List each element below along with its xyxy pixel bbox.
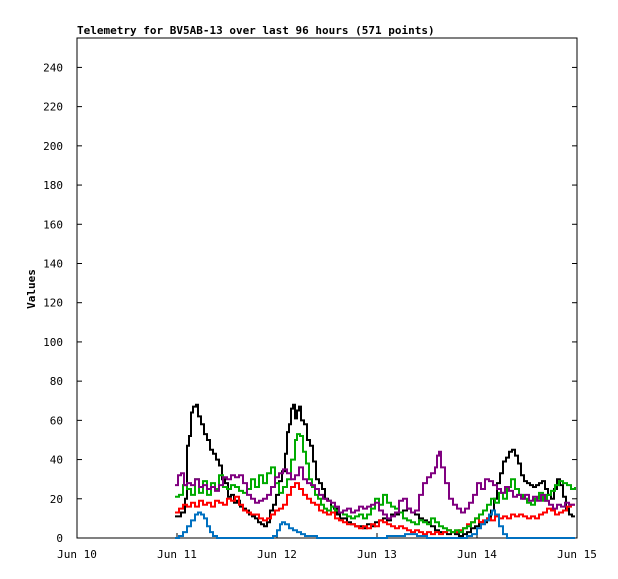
x-tick-label: Jun 10	[57, 548, 97, 561]
y-axis: 0 20 40 60 80 100 120 140 160 180 200 220 240	[43, 61, 577, 545]
y-tick-label: 40	[50, 454, 63, 467]
x-tick-label: Jun 14	[457, 548, 497, 561]
y-tick-label: 100	[43, 336, 63, 349]
x-axis: Jun 10 Jun 11 Jun 12 Jun 13 Jun 14 Jun 15	[57, 533, 597, 561]
chart-title: Telemetry for BV5AB-13 over last 96 hour…	[77, 24, 435, 37]
y-tick-label: 160	[43, 218, 63, 231]
x-tick-label: Jun 12	[257, 548, 297, 561]
y-tick-label: 140	[43, 257, 63, 270]
y-tick-label: 0	[56, 532, 63, 545]
y-tick-label: 240	[43, 61, 63, 74]
series-line-4	[175, 450, 575, 520]
y-tick-label: 180	[43, 179, 63, 192]
series-group	[175, 403, 576, 539]
x-tick-label: Jun 15	[557, 548, 597, 561]
x-tick-label: Jun 13	[357, 548, 397, 561]
series-line-5	[175, 509, 575, 539]
y-tick-label: 200	[43, 140, 63, 153]
series-line-3	[175, 433, 576, 534]
y-tick-label: 120	[43, 297, 63, 310]
series-line-2	[175, 482, 575, 536]
y-tick-label: 20	[50, 493, 63, 506]
y-axis-label: Values	[25, 269, 38, 309]
y-tick-label: 80	[50, 375, 63, 388]
x-tick-label: Jun 11	[157, 548, 197, 561]
y-tick-label: 60	[50, 414, 63, 427]
y-tick-label: 220	[43, 101, 63, 114]
plot-area	[76, 37, 578, 539]
